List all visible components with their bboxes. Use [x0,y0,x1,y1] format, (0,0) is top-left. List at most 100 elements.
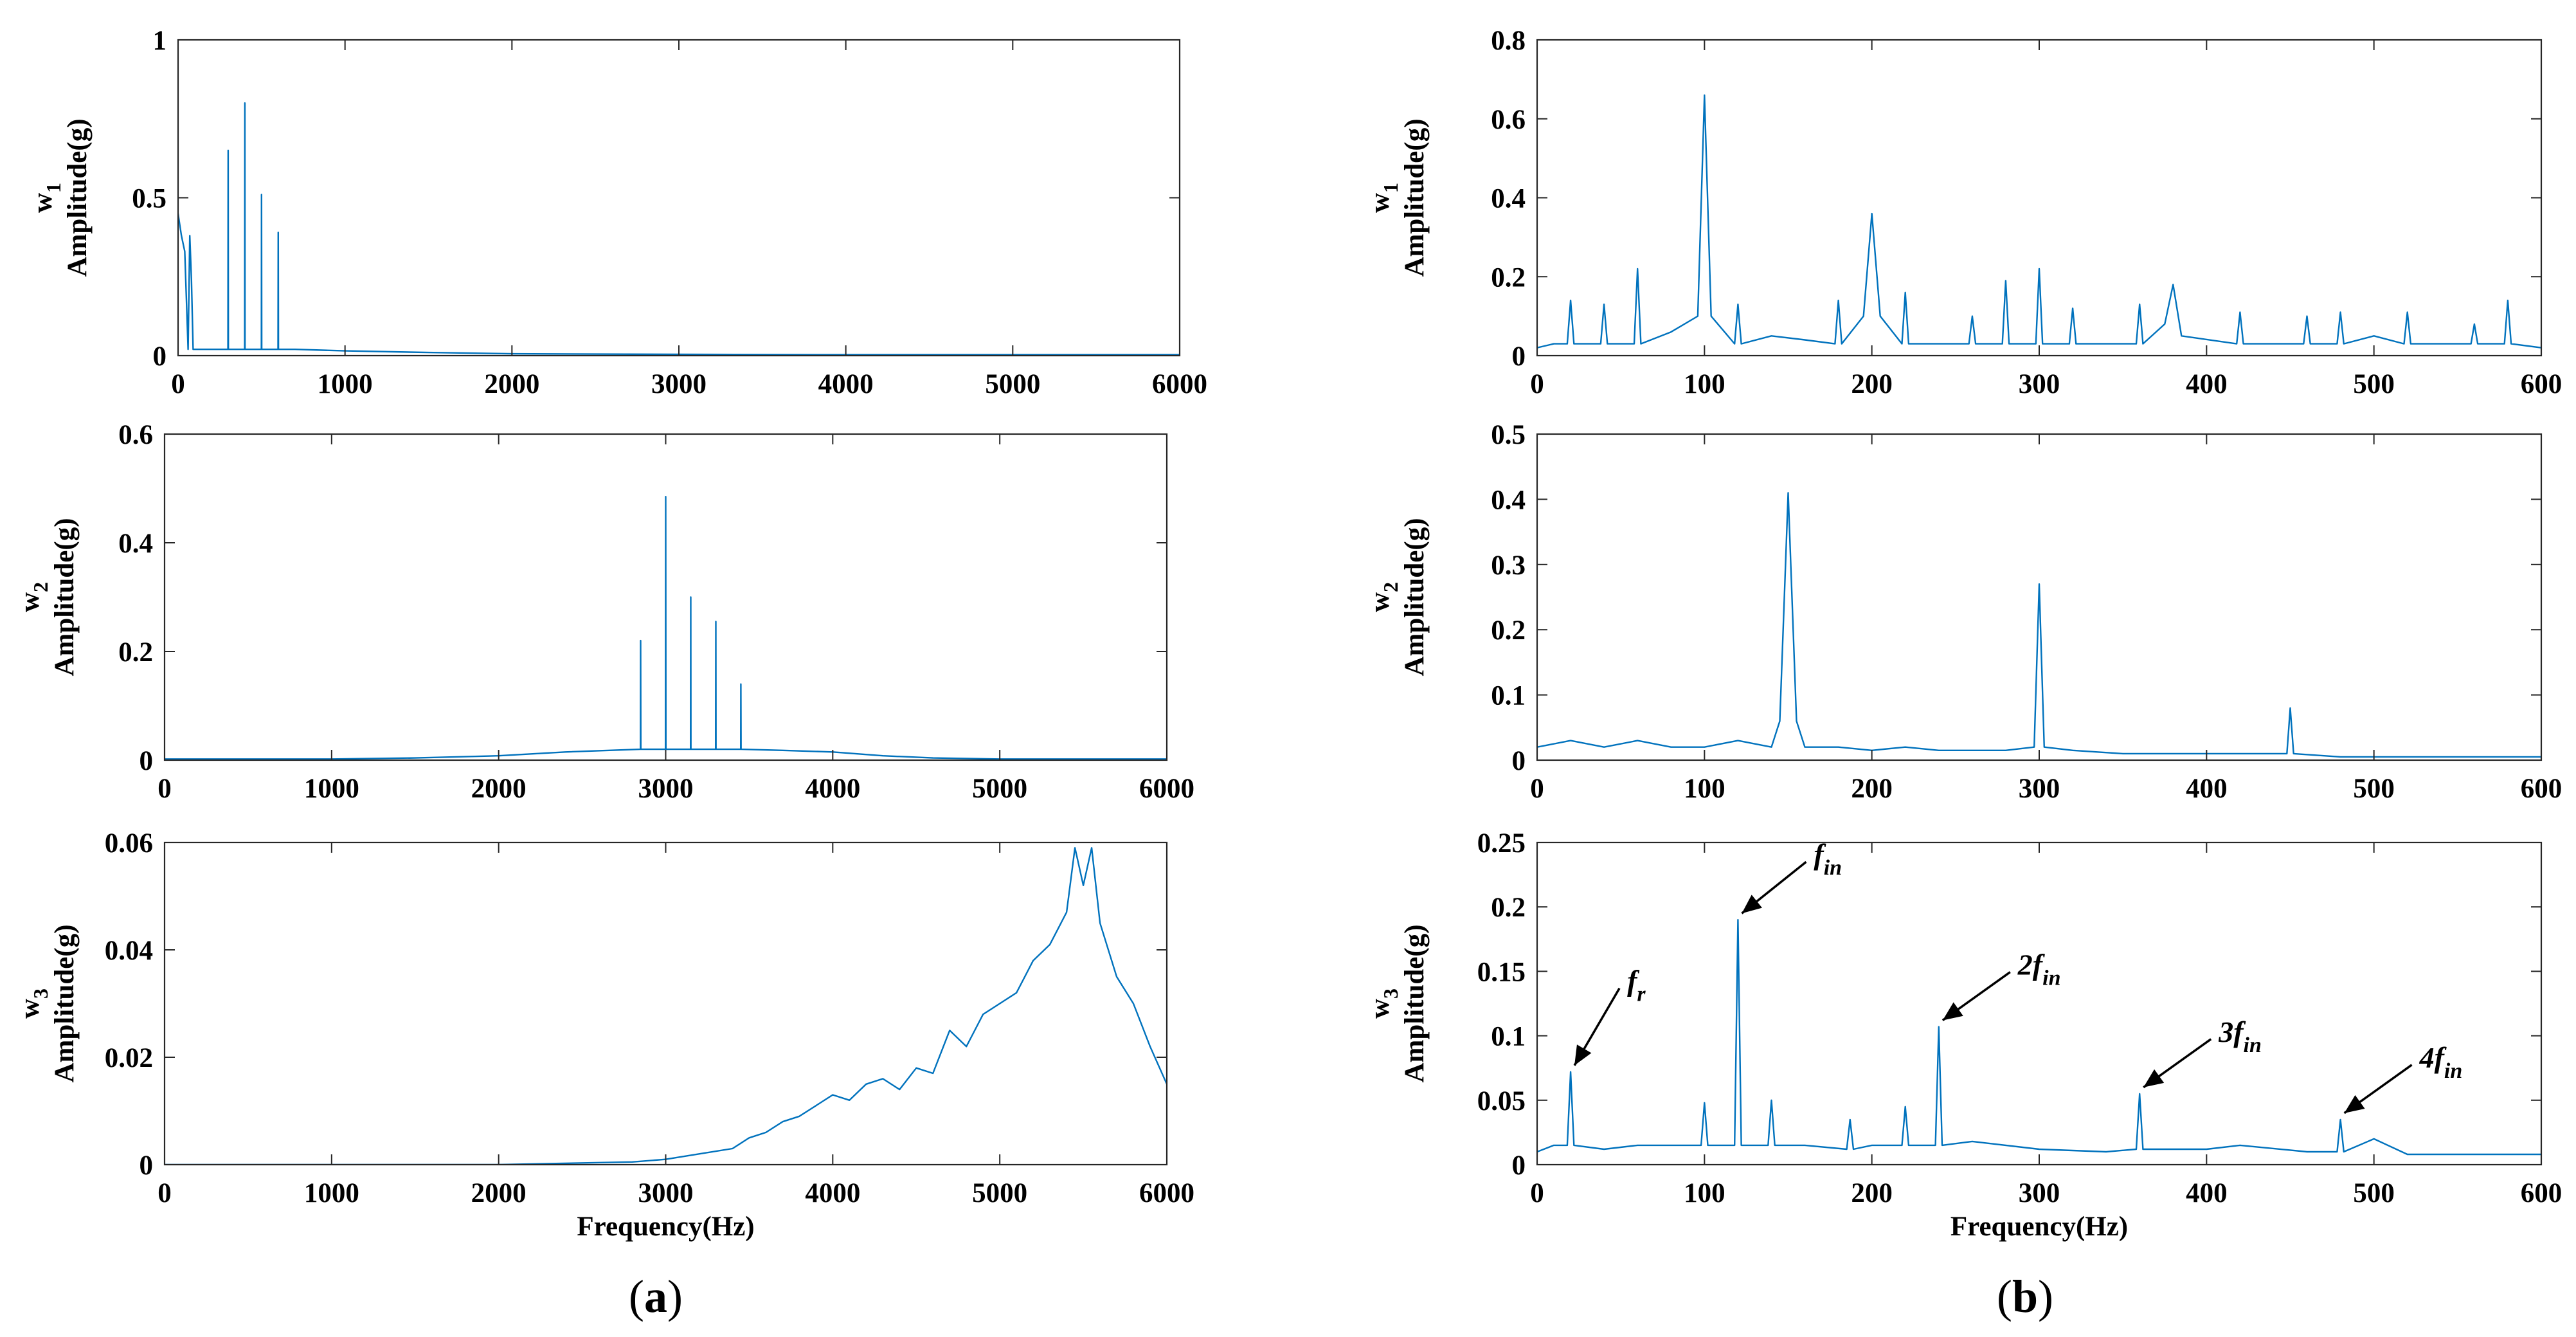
series-line [1537,94,2541,349]
x-tick-label: 500 [2353,1178,2395,1208]
x-tick-label: 2000 [471,1178,527,1208]
chart-a1: 0 1000 2000 3000 4000 5000 6000 0 0.5 1 w1Amplitud… [28,26,1207,399]
series-line [1537,492,2541,758]
y-tick-label: 0.4 [1491,485,1526,515]
y-tick-label: 0.1 [1491,681,1526,711]
x-tick-label: 5000 [972,774,1027,804]
x-tick-label: 300 [2019,774,2060,804]
x-tick-label: 300 [2019,1178,2060,1208]
x-tick-label: 0 [1530,1178,1544,1208]
x-tick-label: 3000 [638,774,694,804]
series-line [165,847,1167,1165]
x-tick-label: 400 [2186,369,2228,399]
peak-annotation: fr [1573,965,1646,1066]
axes-box [163,841,1168,1166]
y-tick-label: 0.4 [118,529,153,559]
x-tick-label: 4000 [805,774,860,804]
y-tick-label: 0.5 [1491,420,1526,450]
x-tick-label: 500 [2353,774,2395,804]
x-tick-label: 0 [1530,774,1544,804]
y-axis-label-variable: w2 [15,582,52,612]
x-tick-label: 1000 [318,369,373,399]
y-tick-label: 0.2 [118,637,153,668]
x-tick-label: 200 [1851,1178,1893,1208]
annotation-label: fin [1814,838,1842,880]
x-tick-label: 4000 [818,369,874,399]
y-tick-label: 0.05 [1477,1086,1526,1116]
x-axis-label: Frequency(Hz) [577,1212,754,1242]
axes-box [1536,39,2543,357]
x-tick-label: 600 [2521,774,2562,804]
chart-b1: 0 100 200 300 400 500 600 0 0.2 0.4 0.6 0.8 w1Amplit… [1365,26,2562,399]
peak-annotation: 3fin [2143,1015,2262,1089]
y-tick-label: 0.6 [1491,105,1526,135]
y-axis-label-variable: w1 [1365,183,1402,213]
y-axis-label-unit: Amplitude(g) [1400,118,1430,277]
y-tick-label: 0.02 [105,1043,153,1073]
y-tick-label: 0 [1512,341,1526,372]
x-tick-label: 3000 [638,1178,694,1208]
x-tick-label: 0 [171,369,185,399]
annotation-label: 4fin [2419,1041,2463,1083]
y-tick-label: 0.3 [1491,550,1526,581]
x-tick-label: 1000 [304,774,359,804]
y-tick-label: 0 [140,1151,154,1181]
annotation-arrow-head [1942,1002,1963,1021]
chart-b2: 0 100 200 300 400 500 600 0 0.1 0.2 0.3 0.4 0.5 w2Amp… [1365,420,2562,804]
annotation-arrow-head [1574,1044,1592,1066]
y-axis-label-unit: Amplitude(g) [50,924,80,1082]
y-tick-label: 0.2 [1491,893,1526,923]
x-tick-label: 500 [2353,369,2395,399]
y-axis-label-unit: Amplitude(g) [1400,924,1430,1082]
y-tick-label: 0.5 [132,184,167,214]
annotation-arrow-head [2344,1095,2365,1113]
x-tick-label: 6000 [1139,774,1194,804]
x-tick-label: 6000 [1139,1178,1194,1208]
x-tick-label: 100 [1684,774,1725,804]
chart-a2: 0 1000 2000 3000 4000 5000 6000 0 0.2 0.4 0.6 w2Amp… [15,420,1194,804]
y-tick-label: 0.15 [1477,957,1526,987]
x-tick-label: 0 [158,774,172,804]
x-tick-label: 600 [2521,369,2562,399]
y-tick-label: 0.4 [1491,184,1526,214]
y-tick-label: 0.1 [1491,1022,1526,1052]
series-line [1537,919,2541,1156]
x-tick-label: 100 [1684,369,1725,399]
y-tick-label: 0.2 [1491,262,1526,293]
y-tick-label: 0 [153,341,167,372]
axes-box [177,39,1181,357]
y-axis-label-variable: w2 [1365,582,1402,612]
x-tick-label: 0 [158,1178,172,1208]
y-axis-label-unit: Amplitude(g) [50,518,80,676]
x-tick-label: 3000 [651,369,707,399]
y-tick-label: 0.25 [1477,828,1526,859]
annotation-label: 3fin [2218,1015,2262,1057]
annotation-label: fr [1627,965,1646,1006]
y-tick-label: 0.2 [1491,615,1526,646]
chart-a3: 0 1000 2000 3000 4000 5000 6000 0 0.02 0.04 0.06 w3… [15,828,1194,1242]
caption-b: (b) [1997,1271,2053,1322]
x-tick-label: 100 [1684,1178,1725,1208]
y-axis-label-variable: w3 [15,988,52,1019]
caption-a: (a) [629,1271,683,1322]
y-axis-label-unit: Amplitude(g) [1400,518,1430,676]
chart-panels: 0 1000 2000 3000 4000 5000 600000.51w1Amplitud… [15,26,2562,1242]
annotation-arrow-head [1742,895,1762,914]
y-tick-label: 0.06 [105,828,153,859]
x-tick-label: 5000 [985,369,1040,399]
x-tick-label: 300 [2019,369,2060,399]
x-tick-label: 600 [2521,1178,2562,1208]
y-axis-label-unit: Amplitude(g) [62,118,93,277]
x-tick-label: 0 [1530,369,1544,399]
x-tick-label: 5000 [972,1178,1027,1208]
annotation-label: 2fin [2017,949,2061,990]
x-tick-label: 2000 [471,774,527,804]
series-line [178,102,1180,356]
y-tick-label: 1 [153,26,167,56]
y-tick-label: 0.6 [118,420,153,450]
y-tick-label: 0 [1512,746,1526,776]
